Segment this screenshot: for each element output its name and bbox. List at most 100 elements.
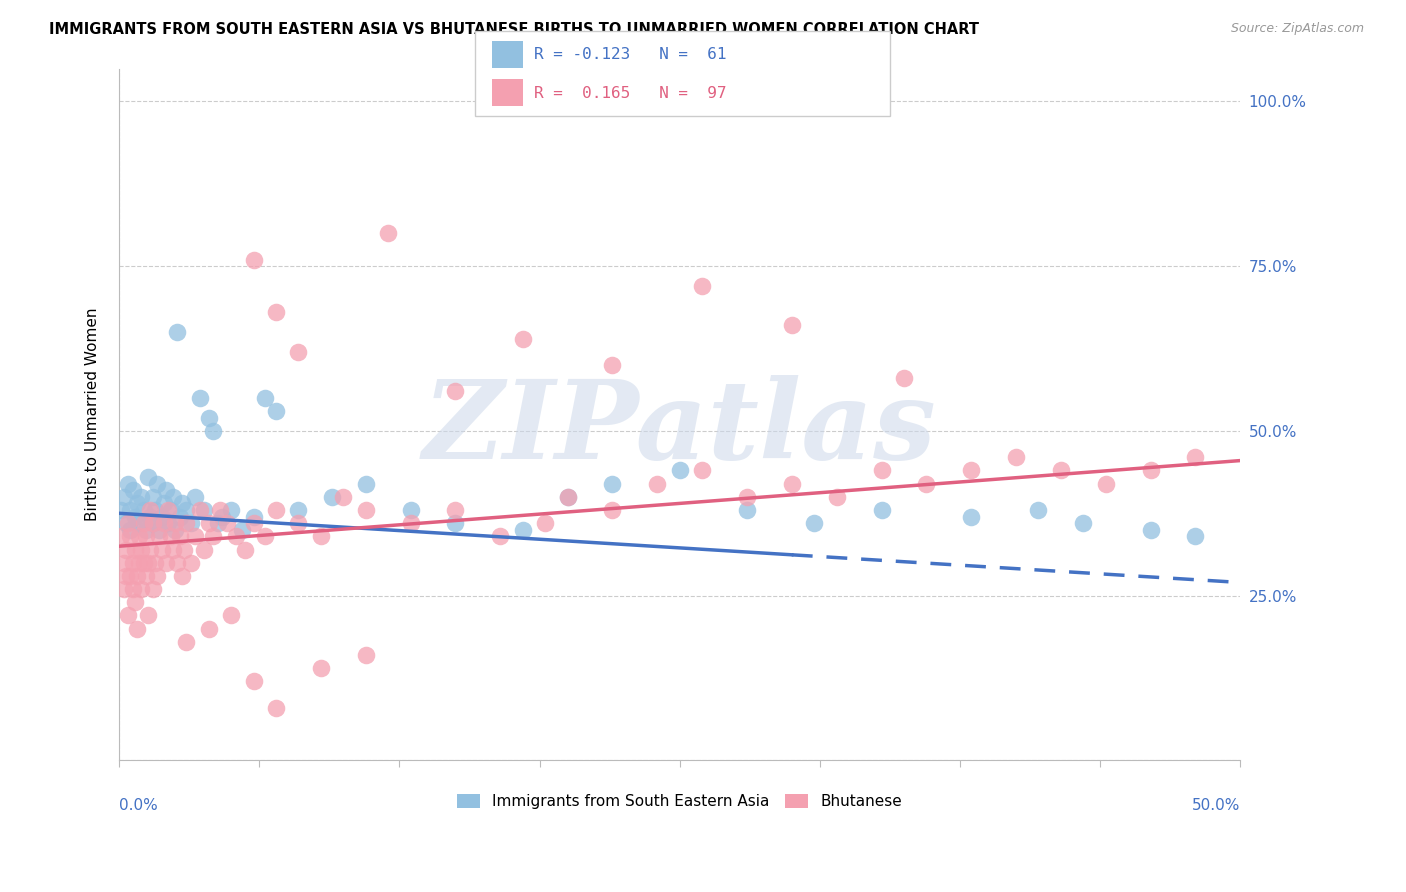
Point bbox=[645, 476, 668, 491]
Point bbox=[188, 503, 211, 517]
Point bbox=[125, 496, 148, 510]
Point bbox=[165, 523, 187, 537]
Point bbox=[117, 516, 139, 531]
Point bbox=[321, 490, 343, 504]
Point bbox=[143, 556, 166, 570]
Text: R =  0.165   N =  97: R = 0.165 N = 97 bbox=[534, 86, 727, 101]
Point bbox=[354, 648, 377, 662]
Point bbox=[148, 529, 170, 543]
Point bbox=[211, 509, 233, 524]
Point bbox=[110, 529, 132, 543]
Point bbox=[534, 516, 557, 531]
Point bbox=[287, 344, 309, 359]
Point bbox=[690, 279, 713, 293]
Point bbox=[128, 556, 150, 570]
Point bbox=[215, 516, 238, 531]
Point bbox=[231, 523, 253, 537]
Point bbox=[264, 404, 287, 418]
Point bbox=[146, 569, 169, 583]
Point bbox=[1050, 463, 1073, 477]
Point bbox=[153, 496, 176, 510]
Point bbox=[176, 516, 198, 531]
Point bbox=[124, 595, 146, 609]
Point bbox=[444, 384, 467, 399]
Point bbox=[121, 556, 143, 570]
Point bbox=[870, 503, 893, 517]
Point bbox=[120, 523, 142, 537]
Legend: Immigrants from South Eastern Asia, Bhutanese: Immigrants from South Eastern Asia, Bhut… bbox=[451, 788, 908, 815]
Point bbox=[219, 608, 242, 623]
Point bbox=[136, 608, 159, 623]
Point bbox=[242, 509, 264, 524]
Point bbox=[377, 226, 399, 240]
Point bbox=[780, 318, 803, 333]
Point bbox=[264, 700, 287, 714]
Point bbox=[135, 523, 157, 537]
Point bbox=[142, 490, 165, 504]
Point bbox=[142, 516, 165, 531]
Point bbox=[184, 490, 207, 504]
Point bbox=[146, 476, 169, 491]
Point bbox=[114, 542, 136, 557]
Point bbox=[780, 476, 803, 491]
Point bbox=[125, 622, 148, 636]
Point bbox=[444, 516, 467, 531]
Point bbox=[142, 582, 165, 596]
Point bbox=[143, 503, 166, 517]
Point bbox=[155, 483, 177, 498]
Point bbox=[803, 516, 825, 531]
Point bbox=[139, 509, 162, 524]
Point bbox=[121, 582, 143, 596]
Point bbox=[157, 503, 180, 517]
Point bbox=[139, 542, 162, 557]
Point bbox=[602, 503, 624, 517]
Point bbox=[148, 523, 170, 537]
Point bbox=[602, 358, 624, 372]
Point bbox=[135, 569, 157, 583]
Point bbox=[193, 503, 215, 517]
Point bbox=[557, 490, 579, 504]
Point bbox=[128, 529, 150, 543]
Point bbox=[735, 490, 758, 504]
Point bbox=[253, 529, 276, 543]
Point bbox=[136, 556, 159, 570]
Point bbox=[208, 503, 231, 517]
Point bbox=[165, 516, 187, 531]
Point bbox=[114, 569, 136, 583]
Point bbox=[180, 516, 202, 531]
Point bbox=[176, 503, 198, 517]
Point bbox=[193, 542, 215, 557]
Point bbox=[169, 529, 191, 543]
Point bbox=[188, 391, 211, 405]
Point bbox=[242, 252, 264, 267]
Point bbox=[197, 516, 219, 531]
Point bbox=[159, 503, 181, 517]
Point bbox=[690, 463, 713, 477]
Point bbox=[1005, 450, 1028, 465]
Point bbox=[124, 542, 146, 557]
Point bbox=[153, 516, 176, 531]
Point bbox=[512, 523, 534, 537]
Point bbox=[166, 325, 188, 339]
Point bbox=[112, 556, 135, 570]
Point bbox=[197, 622, 219, 636]
Point bbox=[170, 496, 193, 510]
Point bbox=[176, 634, 198, 648]
Point bbox=[132, 556, 155, 570]
Point bbox=[225, 529, 247, 543]
Point bbox=[173, 542, 195, 557]
Point bbox=[110, 503, 132, 517]
Point bbox=[128, 516, 150, 531]
Text: 0.0%: 0.0% bbox=[120, 798, 157, 814]
Point bbox=[162, 542, 184, 557]
Point bbox=[135, 529, 157, 543]
Point bbox=[960, 509, 983, 524]
Point bbox=[124, 509, 146, 524]
Point bbox=[184, 529, 207, 543]
Point bbox=[242, 516, 264, 531]
Point bbox=[136, 470, 159, 484]
Point bbox=[131, 542, 153, 557]
Point bbox=[197, 410, 219, 425]
Point bbox=[207, 516, 229, 531]
Point bbox=[139, 503, 162, 517]
